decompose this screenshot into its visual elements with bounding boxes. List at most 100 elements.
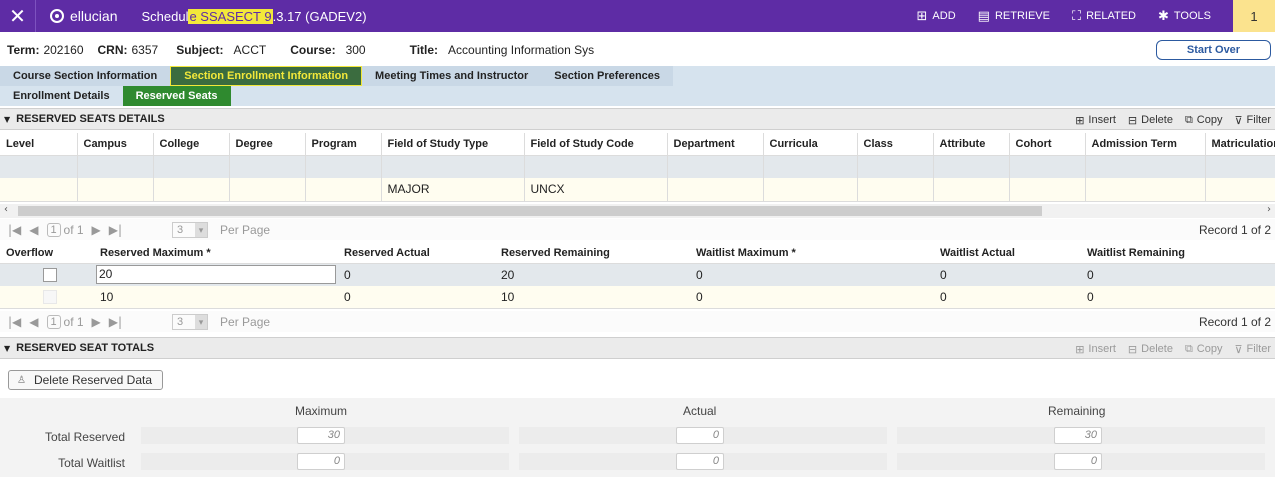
overflow-checkbox[interactable]	[43, 290, 57, 305]
table-cell[interactable]	[0, 155, 78, 178]
scroll-left-icon[interactable]: ‹	[4, 204, 8, 215]
tab-meeting-times-and-instructor[interactable]: Meeting Times and Instructor	[362, 66, 542, 86]
column-header[interactable]: Program	[305, 133, 382, 156]
column-header[interactable]: Reserved Maximum *	[94, 243, 338, 264]
table-cell[interactable]: 20	[495, 263, 690, 286]
column-header[interactable]: Field of Study Code	[524, 133, 668, 156]
table-cell[interactable]: 0	[1081, 263, 1275, 286]
table-cell[interactable]: 0	[338, 263, 495, 286]
table-cell[interactable]	[229, 178, 306, 202]
tab-enrollment-details[interactable]: Enrollment Details	[13, 90, 110, 102]
prev-page-icon[interactable]: ◀	[29, 222, 39, 237]
column-header[interactable]: Waitlist Maximum *	[690, 243, 934, 264]
column-header[interactable]: Degree	[229, 133, 306, 156]
first-page-icon[interactable]: |◀	[8, 314, 22, 329]
table-cell[interactable]: 20	[94, 263, 338, 286]
start-over-button[interactable]: Start Over	[1156, 40, 1271, 60]
table-cell[interactable]	[1009, 178, 1086, 202]
column-header[interactable]: Matriculation	[1205, 133, 1275, 156]
table-cell[interactable]: MAJOR	[381, 178, 525, 202]
table-cell[interactable]	[1085, 155, 1206, 178]
per-page-select[interactable]: 3	[172, 313, 209, 330]
delete-button[interactable]: ⊟ Delete	[1128, 343, 1173, 356]
delete-button[interactable]: ⊟ Delete	[1128, 114, 1173, 127]
reserved-maximum-input[interactable]: 20	[96, 265, 336, 285]
table-cell[interactable]	[1009, 155, 1086, 178]
first-page-icon[interactable]: |◀	[8, 222, 22, 237]
tab-section-enrollment-information[interactable]: Section Enrollment Information	[170, 66, 363, 86]
notification-badge[interactable]: 1	[1233, 0, 1275, 32]
copy-button[interactable]: ⧉ Copy	[1185, 342, 1223, 356]
table-cell[interactable]	[1205, 178, 1275, 202]
table-cell[interactable]	[381, 155, 525, 178]
scrollbar-thumb[interactable]	[18, 206, 1042, 216]
table-cell[interactable]	[305, 178, 382, 202]
delete-reserved-data-button[interactable]: ♙ Delete Reserved Data	[8, 370, 164, 390]
section-title[interactable]: ▼ RESERVED SEAT TOTALS	[4, 342, 154, 354]
add-button[interactable]: ⊞ ADD	[917, 9, 956, 24]
prev-page-icon[interactable]: ◀	[29, 314, 39, 329]
scroll-right-icon[interactable]: ›	[1267, 204, 1271, 215]
table-cell[interactable]	[763, 178, 858, 202]
table-cell[interactable]: 0	[934, 263, 1081, 286]
next-page-icon[interactable]: ▶	[91, 222, 101, 237]
insert-button[interactable]: ⊞ Insert	[1075, 114, 1116, 127]
table-cell[interactable]	[1205, 155, 1275, 178]
table-cell[interactable]	[524, 155, 668, 178]
column-header[interactable]: Field of Study Type	[381, 133, 525, 156]
table-cell[interactable]	[667, 155, 764, 178]
related-button[interactable]: ⛶ RELATED	[1072, 9, 1136, 24]
table-cell[interactable]: 0	[338, 286, 495, 309]
column-header[interactable]: Waitlist Actual	[934, 243, 1081, 264]
column-header[interactable]: Cohort	[1009, 133, 1086, 156]
page-input[interactable]: 1	[46, 222, 61, 237]
table-cell[interactable]	[77, 155, 154, 178]
table-cell[interactable]: 10	[94, 286, 338, 309]
next-page-icon[interactable]: ▶	[91, 314, 101, 329]
table-cell[interactable]	[305, 155, 382, 178]
column-header[interactable]: Attribute	[933, 133, 1010, 156]
table-cell[interactable]	[77, 178, 154, 202]
column-header[interactable]: Overflow	[0, 243, 94, 264]
table-cell[interactable]	[667, 178, 764, 202]
column-header[interactable]: Department	[667, 133, 764, 156]
page-input[interactable]: 1	[46, 314, 61, 329]
table-row[interactable]	[0, 155, 1275, 178]
column-header[interactable]: Level	[0, 133, 78, 156]
table-cell[interactable]	[153, 155, 230, 178]
column-header[interactable]: Reserved Remaining	[495, 243, 690, 264]
table-cell[interactable]	[857, 178, 934, 202]
table-cell[interactable]	[153, 178, 230, 202]
close-icon[interactable]: ✕	[0, 0, 36, 32]
section-title[interactable]: ▼ RESERVED SEATS DETAILS	[4, 113, 165, 125]
column-header[interactable]: Waitlist Remaining	[1081, 243, 1275, 264]
last-page-icon[interactable]: ▶|	[108, 222, 123, 237]
table-cell[interactable]: 0	[690, 263, 934, 286]
tab-section-preferences[interactable]: Section Preferences	[541, 66, 674, 86]
table-cell[interactable]: 0	[690, 286, 934, 309]
column-header[interactable]: Curricula	[763, 133, 858, 156]
table-row[interactable]: 10 0 10 0 0 0	[0, 286, 1275, 309]
tab-reserved-seats[interactable]: Reserved Seats	[122, 86, 231, 106]
copy-button[interactable]: ⧉ Copy	[1185, 113, 1223, 127]
table-cell[interactable]	[229, 155, 306, 178]
filter-button[interactable]: ⊽ Filter	[1234, 343, 1271, 356]
retrieve-button[interactable]: ▤ RETRIEVE	[978, 9, 1050, 24]
filter-button[interactable]: ⊽ Filter	[1234, 114, 1271, 127]
table-cell[interactable]: UNCX	[524, 178, 668, 202]
tools-button[interactable]: ✱ TOOLS	[1158, 9, 1211, 24]
table-row[interactable]: 20 0 20 0 0 0	[0, 263, 1275, 286]
table-cell[interactable]: 10	[495, 286, 690, 309]
table-cell[interactable]	[763, 155, 858, 178]
tab-course-section-information[interactable]: Course Section Information	[0, 66, 171, 86]
table-cell[interactable]: 0	[1081, 286, 1275, 309]
column-header[interactable]: Reserved Actual	[338, 243, 495, 264]
column-header[interactable]: College	[153, 133, 230, 156]
per-page-select[interactable]: 3	[172, 221, 209, 238]
table-cell[interactable]	[933, 178, 1010, 202]
column-header[interactable]: Class	[857, 133, 934, 156]
table-cell[interactable]	[857, 155, 934, 178]
table-cell[interactable]	[0, 178, 78, 202]
overflow-checkbox[interactable]	[43, 268, 57, 283]
table-cell[interactable]	[1085, 178, 1206, 202]
